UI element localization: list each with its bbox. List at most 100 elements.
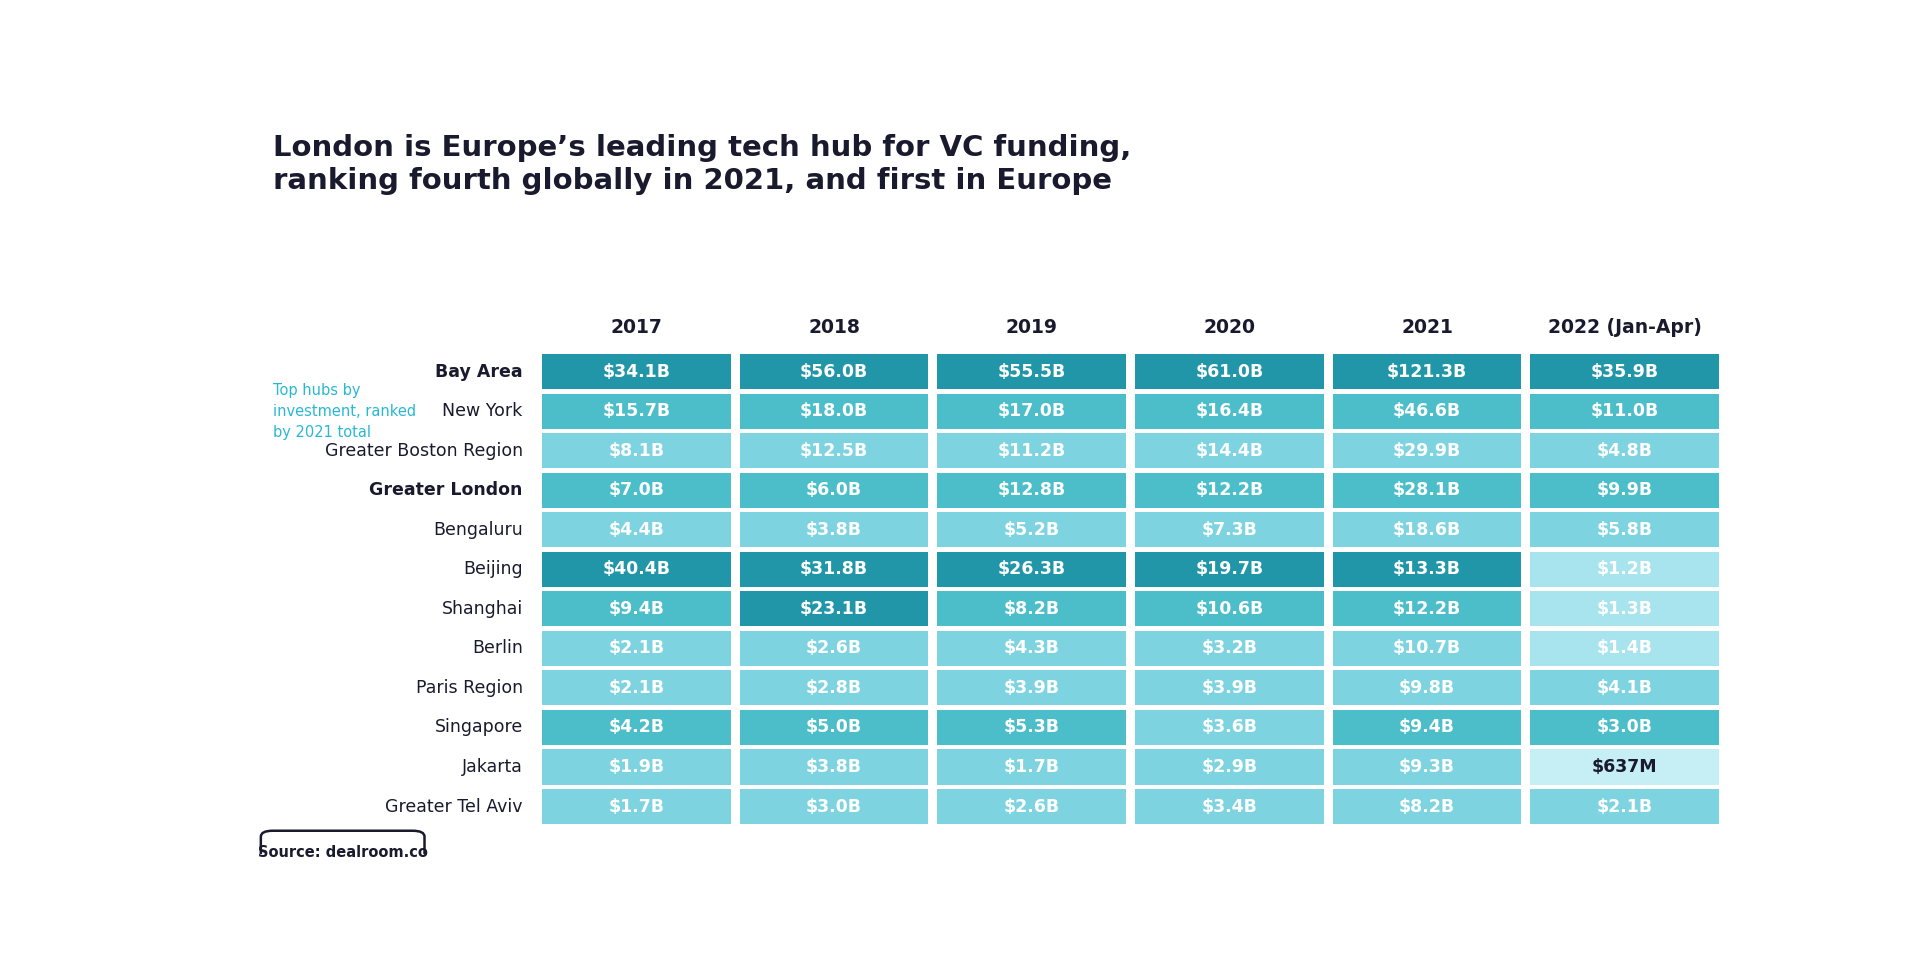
Text: Singapore: Singapore [434,718,522,736]
FancyBboxPatch shape [739,552,929,587]
Text: $61.0B: $61.0B [1196,363,1263,380]
FancyBboxPatch shape [1135,750,1323,784]
Text: $12.8B: $12.8B [998,481,1066,499]
Text: $46.6B: $46.6B [1394,402,1461,420]
FancyBboxPatch shape [1135,433,1323,468]
Text: $1.2B: $1.2B [1597,561,1653,578]
FancyBboxPatch shape [541,472,732,508]
Text: $3.2B: $3.2B [1202,639,1258,658]
Text: Bengaluru: Bengaluru [434,520,522,539]
Text: $4.4B: $4.4B [609,520,664,539]
FancyBboxPatch shape [541,750,732,784]
Text: $3.6B: $3.6B [1202,718,1258,736]
FancyBboxPatch shape [1332,591,1521,626]
Text: $8.1B: $8.1B [609,442,664,460]
Text: Jakarta: Jakarta [463,758,522,776]
FancyBboxPatch shape [1332,433,1521,468]
Text: $3.4B: $3.4B [1202,798,1258,816]
FancyBboxPatch shape [1135,670,1323,706]
FancyBboxPatch shape [937,354,1127,389]
FancyBboxPatch shape [937,512,1127,547]
Text: $2.6B: $2.6B [1004,798,1060,816]
FancyBboxPatch shape [937,631,1127,666]
FancyBboxPatch shape [1530,433,1718,468]
FancyBboxPatch shape [1135,591,1323,626]
FancyBboxPatch shape [541,354,732,389]
FancyBboxPatch shape [541,552,732,587]
FancyBboxPatch shape [1530,709,1718,745]
Text: $2.1B: $2.1B [1597,798,1653,816]
FancyBboxPatch shape [739,631,929,666]
FancyBboxPatch shape [1530,789,1718,824]
Text: $12.5B: $12.5B [801,442,868,460]
Text: Shanghai: Shanghai [442,600,522,618]
FancyBboxPatch shape [1332,512,1521,547]
Text: $15.7B: $15.7B [603,402,670,420]
Text: $5.3B: $5.3B [1004,718,1060,736]
Text: Greater Boston Region: Greater Boston Region [324,442,522,460]
FancyBboxPatch shape [541,709,732,745]
Text: $56.0B: $56.0B [801,363,868,380]
FancyBboxPatch shape [1332,750,1521,784]
FancyBboxPatch shape [937,709,1127,745]
Text: $5.2B: $5.2B [1004,520,1060,539]
Text: $4.2B: $4.2B [609,718,664,736]
FancyBboxPatch shape [541,789,732,824]
FancyBboxPatch shape [1530,472,1718,508]
FancyBboxPatch shape [1332,552,1521,587]
FancyBboxPatch shape [937,472,1127,508]
FancyBboxPatch shape [739,512,929,547]
FancyBboxPatch shape [1135,512,1323,547]
Text: Berlin: Berlin [472,639,522,658]
Text: $9.4B: $9.4B [1400,718,1455,736]
FancyBboxPatch shape [739,750,929,784]
Text: $637M: $637M [1592,758,1657,776]
FancyBboxPatch shape [541,394,732,428]
Text: $3.0B: $3.0B [1597,718,1653,736]
FancyBboxPatch shape [937,789,1127,824]
FancyBboxPatch shape [1332,394,1521,428]
Text: $34.1B: $34.1B [603,363,670,380]
Text: $4.8B: $4.8B [1597,442,1653,460]
FancyBboxPatch shape [541,631,732,666]
FancyBboxPatch shape [1135,472,1323,508]
Text: $5.0B: $5.0B [806,718,862,736]
Text: $18.0B: $18.0B [801,402,868,420]
Text: New York: New York [442,402,522,420]
Text: $17.0B: $17.0B [998,402,1066,420]
FancyBboxPatch shape [1135,631,1323,666]
Text: $3.0B: $3.0B [806,798,862,816]
FancyBboxPatch shape [1530,670,1718,706]
FancyBboxPatch shape [1332,472,1521,508]
Text: $121.3B: $121.3B [1386,363,1467,380]
Text: $2.9B: $2.9B [1202,758,1258,776]
FancyBboxPatch shape [1135,552,1323,587]
Text: $11.0B: $11.0B [1590,402,1659,420]
Text: $35.9B: $35.9B [1590,363,1659,380]
FancyBboxPatch shape [541,433,732,468]
Text: $3.9B: $3.9B [1202,679,1258,697]
FancyBboxPatch shape [739,394,929,428]
FancyBboxPatch shape [739,709,929,745]
Text: $26.3B: $26.3B [998,561,1066,578]
Text: $7.0B: $7.0B [609,481,664,499]
FancyBboxPatch shape [739,789,929,824]
FancyBboxPatch shape [1530,512,1718,547]
Text: London is Europe’s leading tech hub for VC funding,
ranking fourth globally in 2: London is Europe’s leading tech hub for … [273,133,1131,195]
FancyBboxPatch shape [1135,789,1323,824]
Text: $29.9B: $29.9B [1392,442,1461,460]
Text: $9.4B: $9.4B [609,600,664,618]
FancyBboxPatch shape [541,670,732,706]
Text: $9.9B: $9.9B [1597,481,1653,499]
Text: $10.6B: $10.6B [1196,600,1263,618]
Text: $1.3B: $1.3B [1597,600,1653,618]
Text: 2020: 2020 [1204,318,1256,337]
FancyBboxPatch shape [1332,631,1521,666]
Text: $10.7B: $10.7B [1394,639,1461,658]
Text: $9.3B: $9.3B [1400,758,1455,776]
Text: $55.5B: $55.5B [998,363,1066,380]
Text: 2018: 2018 [808,318,860,337]
Text: $1.7B: $1.7B [1004,758,1060,776]
Text: $4.1B: $4.1B [1597,679,1653,697]
Text: $1.7B: $1.7B [609,798,664,816]
